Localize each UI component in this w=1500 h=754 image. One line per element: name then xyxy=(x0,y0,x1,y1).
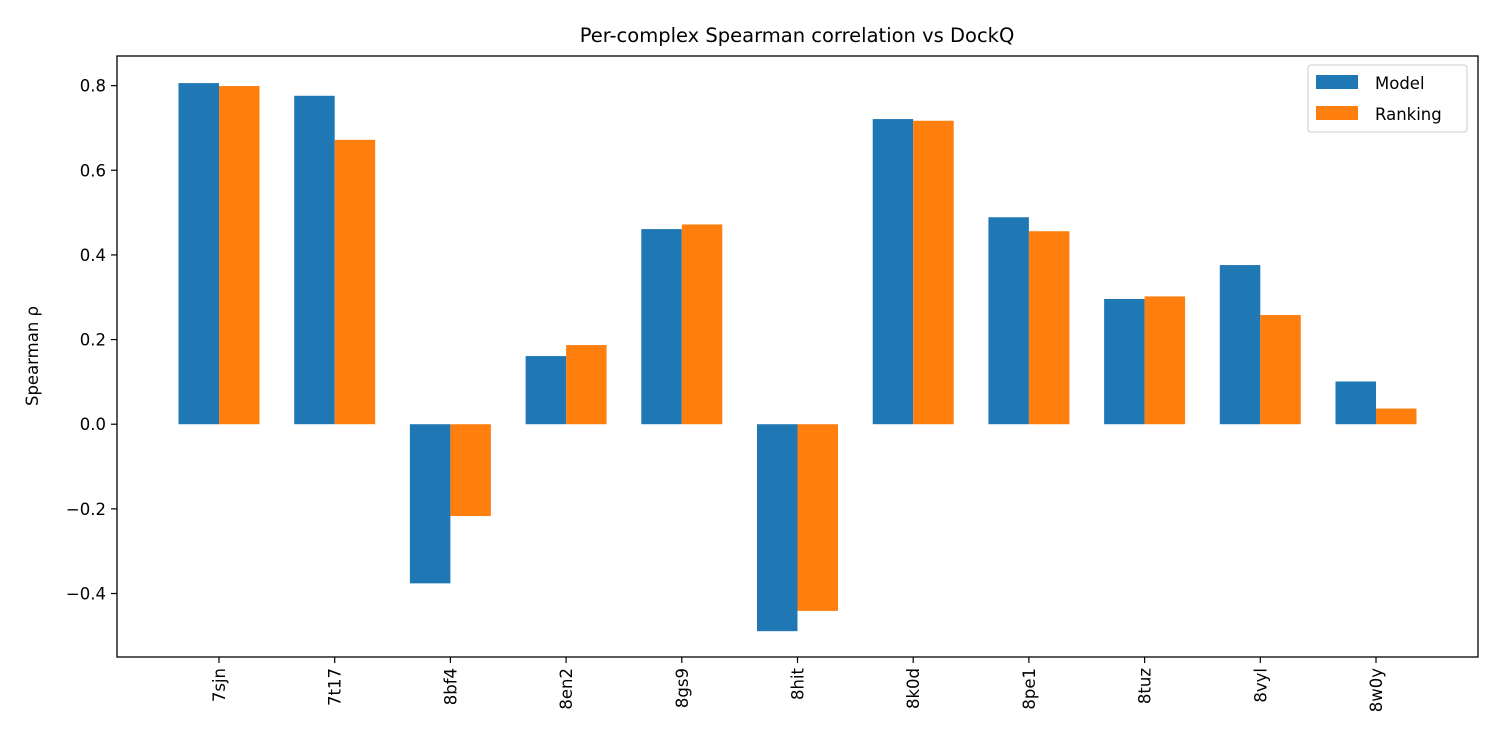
x-tick-label: 8pe1 xyxy=(1020,668,1039,710)
bar-model-8tuz xyxy=(1104,298,1145,425)
bar-model-8en2 xyxy=(525,356,567,425)
y-axis-label: Spearman ρ xyxy=(23,306,42,406)
y-tick-label: 0.8 xyxy=(80,77,106,96)
bar-ranking-7t17 xyxy=(334,139,376,425)
y-tick-label: 0.6 xyxy=(80,161,106,180)
bar-ranking-8w0y xyxy=(1376,408,1417,425)
bar-model-8vyl xyxy=(1219,265,1261,425)
x-tick-label: 8en2 xyxy=(557,668,576,710)
bar-model-8bf4 xyxy=(409,424,451,584)
bar-ranking-8bf4 xyxy=(450,424,491,517)
bar-model-8hit xyxy=(757,424,798,632)
bar-model-7sjn xyxy=(178,83,219,425)
plot-area-frame xyxy=(116,55,1479,658)
bar-ranking-7sjn xyxy=(219,86,260,425)
bar-ranking-8vyl xyxy=(1260,315,1301,425)
x-tick-label: 8vyl xyxy=(1251,668,1270,703)
x-tick-label: 8w0y xyxy=(1367,668,1386,712)
x-tick-label: 7sjn xyxy=(210,668,229,702)
y-tick-label: −0.4 xyxy=(66,585,106,604)
y-tick-label: 0.4 xyxy=(80,246,106,265)
legend-label-ranking: Ranking xyxy=(1375,105,1442,124)
x-tick-label: 8k0d xyxy=(904,668,923,709)
legend-label-model: Model xyxy=(1375,74,1425,93)
bar-model-8w0y xyxy=(1335,381,1376,425)
bar-ranking-8tuz xyxy=(1144,296,1186,425)
bars-layer xyxy=(178,83,1417,632)
legend: Model Ranking xyxy=(1307,64,1468,133)
bar-ranking-8pe1 xyxy=(1028,231,1070,425)
bar-ranking-8k0d xyxy=(913,120,954,425)
x-tick-label: 7t17 xyxy=(326,668,345,706)
x-tick-label: 8hit xyxy=(789,667,808,700)
bar-model-8pe1 xyxy=(988,217,1029,425)
y-axis-ticks: −0.4 −0.2 0.0 0.2 0.4 0.6 0.8 xyxy=(66,77,117,604)
legend-swatch-ranking xyxy=(1316,106,1358,120)
x-axis-ticks: 7sjn 7t17 8bf4 8en2 8gs9 8hit 8k0d 8pe1 8tuz 8vyl… xyxy=(210,657,1386,712)
bar-model-7t17 xyxy=(294,95,335,425)
bar-model-8k0d xyxy=(872,119,914,425)
legend-swatch-model xyxy=(1316,75,1358,89)
x-tick-label: 8bf4 xyxy=(441,668,460,705)
y-tick-label: −0.2 xyxy=(66,500,106,519)
chart-title: Per-complex Spearman correlation vs Dock… xyxy=(580,24,1015,47)
y-tick-label: 0.2 xyxy=(80,331,106,350)
bar-ranking-8en2 xyxy=(566,345,607,425)
bar-ranking-8gs9 xyxy=(681,224,723,425)
x-tick-label: 8gs9 xyxy=(673,668,692,708)
y-tick-label: 0.0 xyxy=(80,415,106,434)
x-tick-label: 8tuz xyxy=(1136,668,1155,704)
bar-ranking-8hit xyxy=(797,424,838,611)
bar-model-8gs9 xyxy=(641,229,682,425)
